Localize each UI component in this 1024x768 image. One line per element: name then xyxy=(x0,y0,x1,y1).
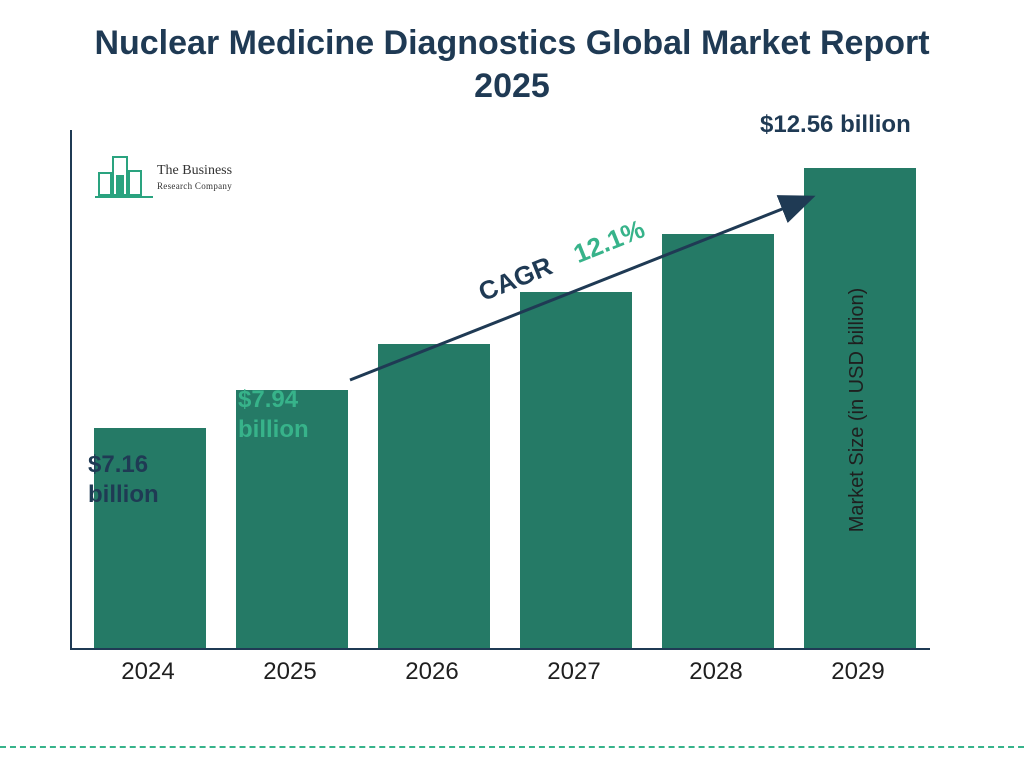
bottom-divider xyxy=(0,746,1024,748)
value-callout-2: $12.56 billion xyxy=(760,110,911,140)
x-label-2025: 2025 xyxy=(230,658,350,686)
value-callout-1: $7.94billion xyxy=(238,385,309,445)
x-label-2024: 2024 xyxy=(88,658,208,686)
x-label-2028: 2028 xyxy=(656,658,776,686)
x-label-2029: 2029 xyxy=(798,658,918,686)
trend-arrow-icon xyxy=(340,180,840,400)
y-axis-label: Market Size (in USD billion) xyxy=(846,288,869,533)
cagr-annotation: CAGR 12.1% xyxy=(340,180,840,400)
x-label-2026: 2026 xyxy=(372,658,492,686)
chart-title: Nuclear Medicine Diagnostics Global Mark… xyxy=(0,0,1024,107)
chart-area: Market Size (in USD billion) CAGR 12.1% … xyxy=(70,130,950,690)
value-callout-0: $7.16billion xyxy=(88,450,159,510)
x-label-2027: 2027 xyxy=(514,658,634,686)
